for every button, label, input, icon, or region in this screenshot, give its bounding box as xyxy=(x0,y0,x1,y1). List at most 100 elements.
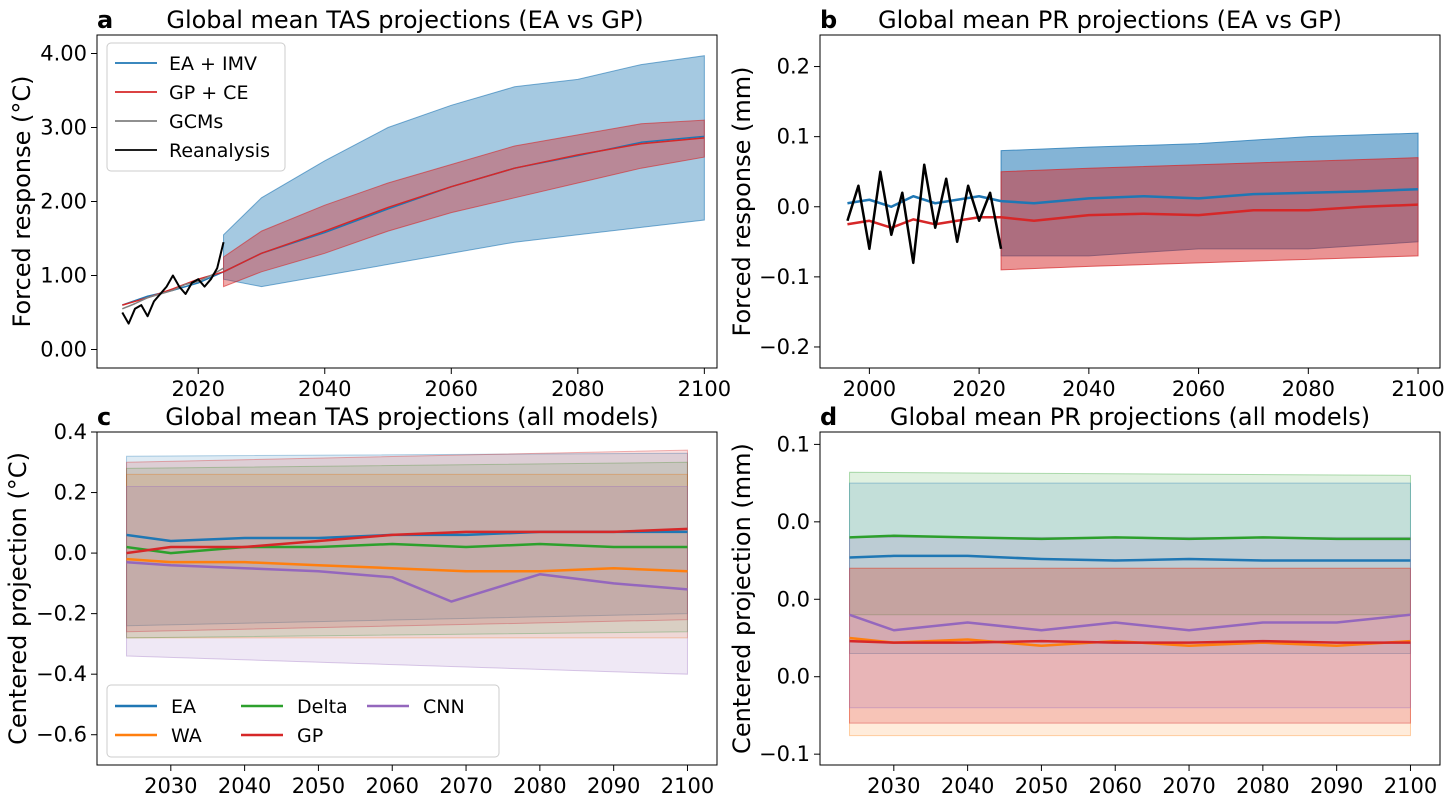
series-line-gp xyxy=(847,203,1419,230)
band-ea xyxy=(126,452,688,627)
panel-a: 2020 2040 2060 2080 2100 0.00 1.00 2.00 3.00 4.00… xyxy=(8,6,731,401)
legend-label: Reanalysis xyxy=(169,140,270,162)
x-tick-label: 2040 xyxy=(1062,377,1115,401)
x-tick-label: 2060 xyxy=(366,774,419,798)
x-tick-label: 2050 xyxy=(1015,774,1068,798)
chart-title: Global mean TAS projections (all models) xyxy=(165,403,659,431)
series-line-gp xyxy=(126,527,688,555)
x-tick-label: 2100 xyxy=(661,774,714,798)
plot-area-d xyxy=(849,471,1411,737)
x-tick-label: 2040 xyxy=(218,774,271,798)
series-line-reanalysis xyxy=(846,163,1003,265)
y-tick-label: 3.00 xyxy=(40,116,87,140)
legend-label: GP + CE xyxy=(169,82,248,104)
plot-area-a xyxy=(121,55,705,325)
legend-label: CNN xyxy=(423,696,465,718)
panel-letter: d xyxy=(820,403,837,431)
series-line-delta xyxy=(126,542,688,555)
x-tick-label: 2080 xyxy=(551,377,604,401)
y-tick-label: 0.2 xyxy=(777,55,810,79)
plot-area-b xyxy=(846,132,1419,271)
legend-label: EA + IMV xyxy=(169,53,257,75)
x-tick-label: 2020 xyxy=(952,377,1005,401)
chart-title: Global mean PR projections (EA vs GP) xyxy=(878,6,1342,34)
legend-frame xyxy=(106,684,500,758)
x-tick-label: 2100 xyxy=(678,377,731,401)
axes-frame xyxy=(96,431,718,766)
y-tick-label: −0.6 xyxy=(36,723,87,747)
legend: EA WA Delta GP CNN xyxy=(106,684,500,758)
x-tick-label: 2060 xyxy=(425,377,478,401)
x-tick-label: 2030 xyxy=(867,774,920,798)
panel-c: 2030 2040 2050 2060 2070 2080 2090 2100 −0.6 −0.4… xyxy=(4,403,718,798)
series-line-wa xyxy=(126,557,688,573)
band-wa xyxy=(849,567,1411,737)
band-ea xyxy=(849,482,1411,654)
y-minor-tick-label: 0.0 xyxy=(777,510,810,534)
y-tick-label: 0.00 xyxy=(40,338,87,362)
axes-frame xyxy=(819,34,1441,369)
y-tick-label: 0.4 xyxy=(54,420,87,444)
y-tick-label: −0.1 xyxy=(759,742,810,766)
y-tick-label: −0.2 xyxy=(36,602,87,626)
y-tick-label: 0.1 xyxy=(777,125,810,149)
x-tick-label: 2100 xyxy=(1384,774,1437,798)
y-tick-label: −0.1 xyxy=(759,265,810,289)
band-gp-ce xyxy=(223,119,705,288)
x-tick-label: 2000 xyxy=(843,377,896,401)
y-minor-tick-label: 0.0 xyxy=(777,665,810,689)
series-line-ea xyxy=(847,187,1419,209)
legend-label: Delta xyxy=(297,696,348,718)
y-tick-label: 0.1 xyxy=(777,432,810,456)
x-tick-label: 2090 xyxy=(587,774,640,798)
y-tick-label: 2.00 xyxy=(40,190,87,214)
chart-title: Global mean TAS projections (EA vs GP) xyxy=(166,6,643,34)
band-delta xyxy=(126,461,688,639)
band-gp xyxy=(126,449,688,633)
series-line-delta xyxy=(849,534,1411,541)
band-ea-imv xyxy=(223,55,705,288)
band-wa xyxy=(126,473,688,639)
y-tick-label: 0.0 xyxy=(777,195,810,219)
series-line-gcms xyxy=(122,267,224,310)
y-tick-label: 0.0 xyxy=(777,587,810,611)
x-tick-label: 2060 xyxy=(1172,377,1225,401)
y-tick-label: −0.4 xyxy=(36,662,87,686)
legend-frame xyxy=(106,42,286,172)
x-tick-label: 2040 xyxy=(298,377,351,401)
y-tick-label: 0.2 xyxy=(54,481,87,505)
x-tick-label: 2040 xyxy=(941,774,994,798)
band-gp xyxy=(849,567,1411,724)
x-tick-label: 2080 xyxy=(1282,377,1335,401)
chart-title: Global mean PR projections (all models) xyxy=(890,403,1370,431)
y-tick-label: 0.0 xyxy=(54,541,87,565)
series-line-cnn xyxy=(849,613,1411,632)
x-tick-label: 2030 xyxy=(144,774,197,798)
series-line-ea xyxy=(849,554,1411,562)
series-line-reanalysis xyxy=(121,241,225,325)
axes-frame xyxy=(819,431,1441,766)
panel-letter: a xyxy=(97,6,113,34)
panel-letter: c xyxy=(97,403,111,431)
y-tick-label: 4.00 xyxy=(40,42,87,66)
band-cnn xyxy=(126,485,688,675)
y-tick-label: −0.2 xyxy=(759,335,810,359)
legend-label: EA xyxy=(171,696,196,718)
y-axis-label: Centered projection (mm) xyxy=(728,443,756,754)
x-tick-label: 2080 xyxy=(513,774,566,798)
x-tick-label: 2080 xyxy=(1236,774,1289,798)
panel-b: 2000 2020 2040 2060 2080 2100 −0.2 −0.1 0.0 0.1 0.… xyxy=(728,6,1445,401)
x-tick-label: 2100 xyxy=(1391,377,1444,401)
panel-letter: b xyxy=(820,6,837,34)
x-tick-label: 2060 xyxy=(1089,774,1142,798)
y-axis-label: Forced response (mm) xyxy=(728,67,756,337)
legend-label: WA xyxy=(171,725,202,747)
x-tick-label: 2050 xyxy=(292,774,345,798)
legend-label: GP xyxy=(297,725,323,747)
plot-area-c xyxy=(126,449,688,675)
panel-d: 2030 2040 2050 2060 2070 2080 2090 2100 −0.1 0.0 0… xyxy=(728,403,1441,798)
x-tick-label: 2070 xyxy=(1162,774,1215,798)
y-axis-label: Forced response (°C) xyxy=(8,76,36,328)
series-line-cnn xyxy=(126,560,688,603)
